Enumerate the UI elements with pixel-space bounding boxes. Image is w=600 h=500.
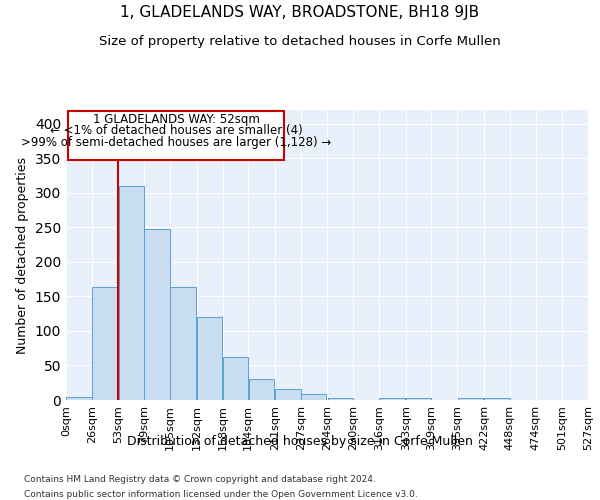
Bar [145, 229, 170, 400]
Bar [223, 356, 248, 400]
Bar [406, 398, 431, 400]
Bar [66, 396, 92, 400]
Bar [248, 380, 274, 400]
Text: ← <1% of detached houses are smaller (4): ← <1% of detached houses are smaller (4) [50, 124, 302, 137]
Text: Distribution of detached houses by size in Corfe Mullen: Distribution of detached houses by size … [127, 435, 473, 448]
Bar [379, 398, 404, 400]
Bar [170, 288, 196, 400]
Text: 1, GLADELANDS WAY, BROADSTONE, BH18 9JB: 1, GLADELANDS WAY, BROADSTONE, BH18 9JB [121, 5, 479, 20]
Bar [458, 398, 483, 400]
Text: >99% of semi-detached houses are larger (1,128) →: >99% of semi-detached houses are larger … [21, 136, 331, 149]
Bar [119, 186, 144, 400]
Y-axis label: Number of detached properties: Number of detached properties [16, 156, 29, 354]
Bar [328, 398, 353, 400]
Bar [301, 394, 326, 400]
Bar [92, 288, 117, 400]
Text: Size of property relative to detached houses in Corfe Mullen: Size of property relative to detached ho… [99, 35, 501, 48]
Text: Contains public sector information licensed under the Open Government Licence v3: Contains public sector information licen… [24, 490, 418, 499]
FancyBboxPatch shape [68, 112, 284, 160]
Bar [197, 317, 222, 400]
Text: Contains HM Land Registry data © Crown copyright and database right 2024.: Contains HM Land Registry data © Crown c… [24, 475, 376, 484]
Bar [484, 398, 509, 400]
Bar [275, 389, 301, 400]
Text: 1 GLADELANDS WAY: 52sqm: 1 GLADELANDS WAY: 52sqm [92, 113, 259, 126]
